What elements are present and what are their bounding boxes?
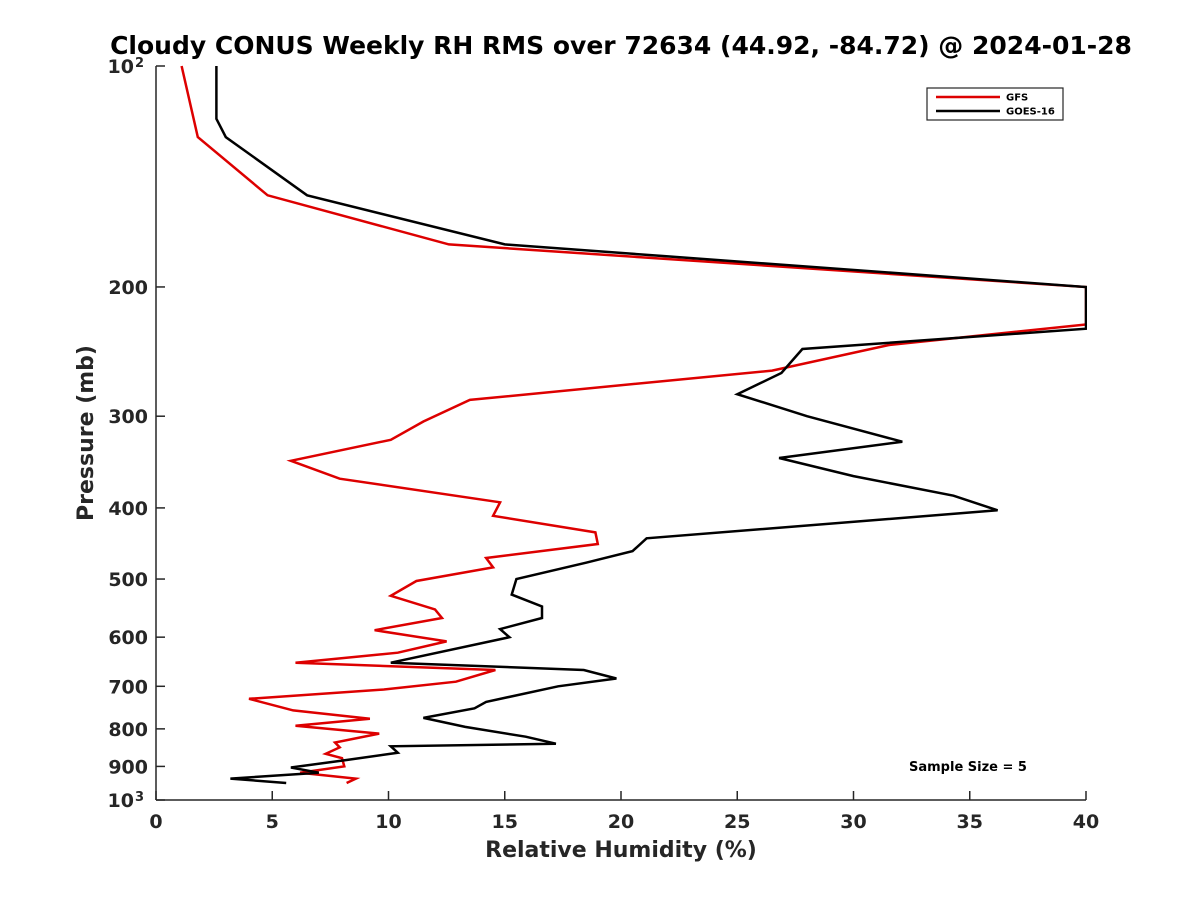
x-tick-label: 20 [608, 811, 634, 833]
y-axis-label: Pressure (mb) [74, 345, 99, 521]
sample-size-annotation: Sample Size = 5 [909, 760, 1027, 775]
y-tick-label: 10 [108, 790, 134, 812]
plot-area [156, 66, 1086, 800]
x-tick-label: 15 [492, 811, 518, 833]
y-tick-exponent: 3 [135, 790, 144, 805]
x-tick-label: 10 [375, 811, 401, 833]
y-tick-label: 800 [108, 719, 148, 741]
x-tick-label: 30 [840, 811, 866, 833]
y-tick-label: 600 [108, 627, 148, 649]
y-tick-label: 200 [108, 277, 148, 299]
x-tick-label: 35 [957, 811, 983, 833]
series-lines [180, 65, 1087, 785]
series-line-gfs [180, 65, 1087, 785]
x-axis-ticks: 0 5 10 15 20 25 30 35 40 [149, 791, 1099, 833]
legend: GFS GOES-16 [926, 87, 1064, 121]
y-tick-label: 900 [108, 756, 148, 778]
legend-box [926, 87, 1064, 121]
x-tick-label: 5 [266, 811, 279, 833]
x-tick-label: 40 [1073, 811, 1099, 833]
y-tick-exponent: 2 [135, 56, 144, 71]
x-tick-label: 0 [149, 811, 162, 833]
chart-title: Cloudy CONUS Weekly RH RMS over 72634 (4… [110, 31, 1132, 60]
y-tick-label: 500 [108, 569, 148, 591]
x-axis-label: Relative Humidity (%) [485, 838, 757, 863]
series-line-goes-16 [215, 66, 1087, 785]
x-tick-label: 25 [724, 811, 750, 833]
y-tick-label: 700 [108, 676, 148, 698]
y-tick-label: 300 [108, 406, 148, 428]
legend-label: GOES-16 [1006, 107, 1055, 118]
legend-label: GFS [1006, 93, 1028, 104]
y-tick-label: 10 [108, 56, 134, 78]
y-tick-label: 400 [108, 498, 148, 520]
